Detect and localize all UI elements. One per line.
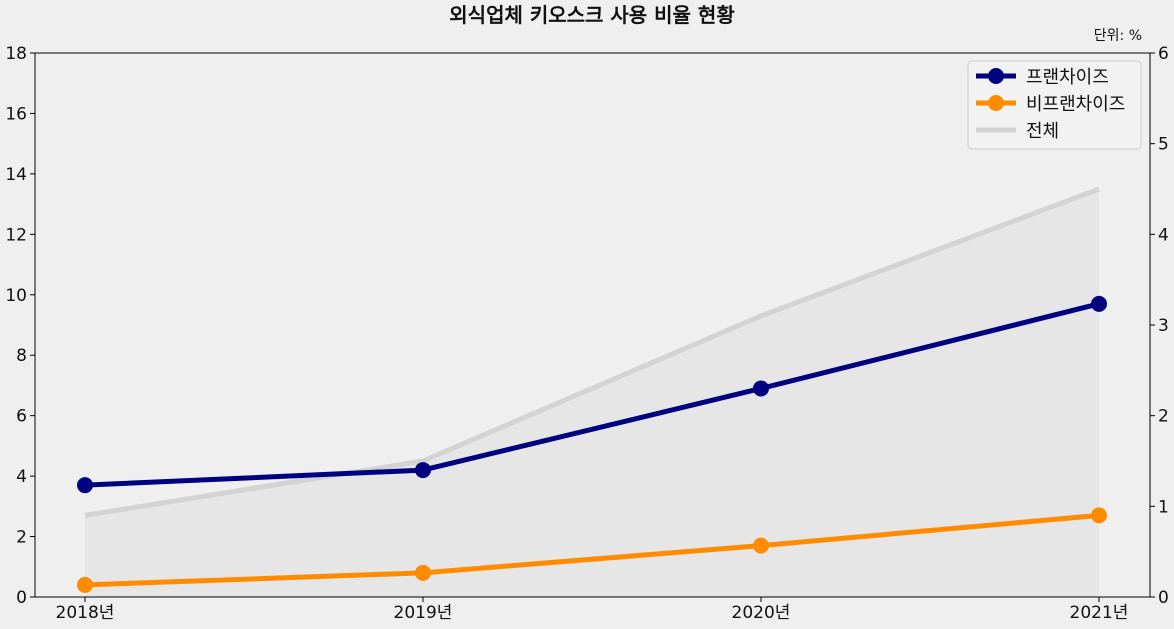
data-point-1-2 <box>753 537 769 554</box>
chart-title: 외식업체 키오스크 사용 비율 현황 <box>449 3 735 27</box>
series-line-1 <box>84 512 1100 588</box>
data-point-0-0 <box>77 477 93 494</box>
y-left-tick-label: 14 <box>5 165 27 185</box>
y-left-tick-label: 10 <box>5 286 27 306</box>
y-left-tick-label: 4 <box>16 467 27 487</box>
data-point-1-3 <box>1091 507 1107 524</box>
x-tick-label: 2019년 <box>394 603 453 623</box>
y-right-tick-label: 1 <box>1158 497 1169 517</box>
y-left-tick-label: 2 <box>16 528 27 548</box>
y-right-tick-label: 4 <box>1158 225 1169 245</box>
series-total-area <box>85 189 1099 597</box>
x-tick-label: 2021년 <box>1070 603 1129 623</box>
data-point-1-0 <box>77 576 93 593</box>
y-right-tick-label: 6 <box>1158 44 1169 64</box>
series-total-line <box>84 186 1100 518</box>
y-right-tick-label: 2 <box>1158 407 1169 427</box>
y-left-tick-label: 8 <box>16 346 27 366</box>
x-tick-label: 2020년 <box>732 603 791 623</box>
legend-swatch-marker <box>988 68 1004 84</box>
unit-label: 단위: % <box>1094 28 1142 44</box>
y-left-tick-label: 12 <box>5 225 27 245</box>
x-tick-label: 2018년 <box>56 603 115 623</box>
y-left-tick-label: 16 <box>5 104 27 124</box>
data-point-0-1 <box>415 462 431 479</box>
y-left-tick-label: 6 <box>16 407 27 427</box>
legend-box <box>967 60 1142 150</box>
legend-label: 비프랜차이즈 <box>1026 94 1125 115</box>
data-point-1-1 <box>415 564 431 581</box>
series-line-0 <box>84 301 1100 488</box>
y-right-tick-label: 0 <box>1158 588 1169 608</box>
y-right-tick-label: 5 <box>1158 135 1169 155</box>
legend-label: 프랜차이즈 <box>1026 67 1109 88</box>
legend-label: 전체 <box>1026 121 1059 142</box>
data-point-0-3 <box>1091 295 1107 312</box>
y-right-tick-label: 3 <box>1158 316 1169 336</box>
data-point-0-2 <box>753 380 769 397</box>
legend-swatch-marker <box>988 95 1004 111</box>
y-left-tick-label: 0 <box>16 588 27 608</box>
y-left-tick-label: 18 <box>5 44 27 64</box>
